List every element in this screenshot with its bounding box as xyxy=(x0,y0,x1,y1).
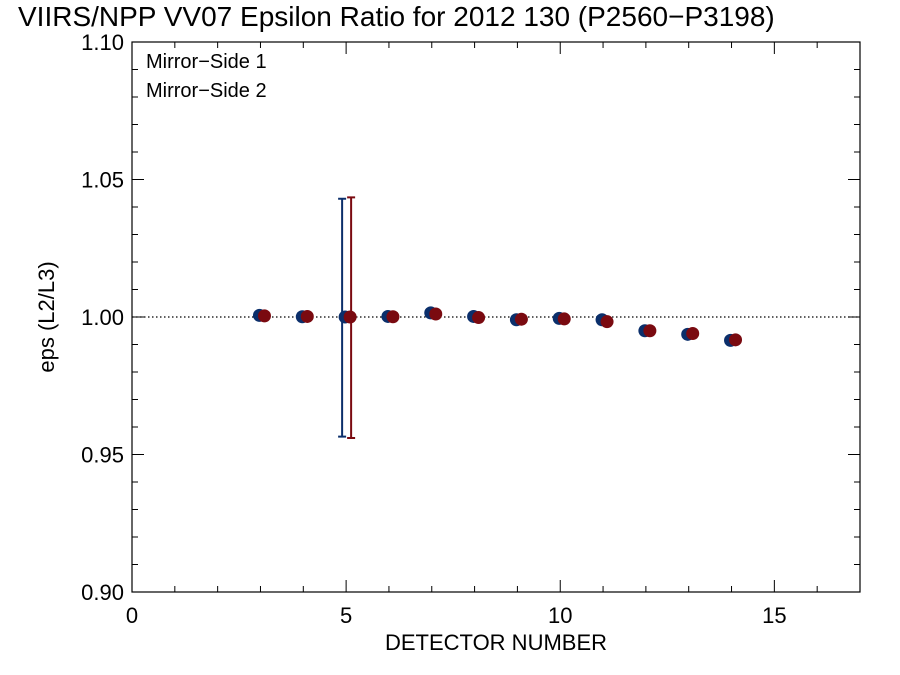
data-points xyxy=(252,306,743,347)
y-tick-label: 1.10 xyxy=(81,30,124,55)
data-point xyxy=(729,333,743,347)
legend-entry-mirror-side-2: Mirror−Side 2 xyxy=(146,80,267,102)
data-point xyxy=(600,315,614,329)
data-point xyxy=(557,312,571,326)
x-tick-label: 10 xyxy=(548,603,572,628)
x-tick-label: 0 xyxy=(126,603,138,628)
data-point xyxy=(686,327,700,340)
data-point xyxy=(386,310,400,324)
data-point xyxy=(257,309,271,323)
y-tick-label: 1.00 xyxy=(81,305,124,330)
y-tick-label: 0.95 xyxy=(81,443,124,468)
data-point xyxy=(472,311,486,325)
data-point xyxy=(514,312,528,326)
axis-ticks: 0 5 10 15 0.90 0.95 1.00 1.05 1.10 xyxy=(81,30,861,628)
y-axis-label: eps (L2/L3) xyxy=(34,261,59,372)
chart-title: VIIRS/NPP VV07 Epsilon Ratio for 2012 13… xyxy=(18,1,775,32)
x-tick-label: 15 xyxy=(762,603,786,628)
x-axis-label: DETECTOR NUMBER xyxy=(385,630,607,655)
data-point xyxy=(643,324,657,338)
y-tick-label: 0.90 xyxy=(81,580,124,605)
data-point xyxy=(343,310,357,324)
data-point xyxy=(429,307,443,321)
x-tick-label: 5 xyxy=(340,603,352,628)
y-tick-label: 1.05 xyxy=(81,168,124,193)
legend-entry-mirror-side-1: Mirror−Side 1 xyxy=(146,51,267,73)
data-point xyxy=(300,309,314,323)
